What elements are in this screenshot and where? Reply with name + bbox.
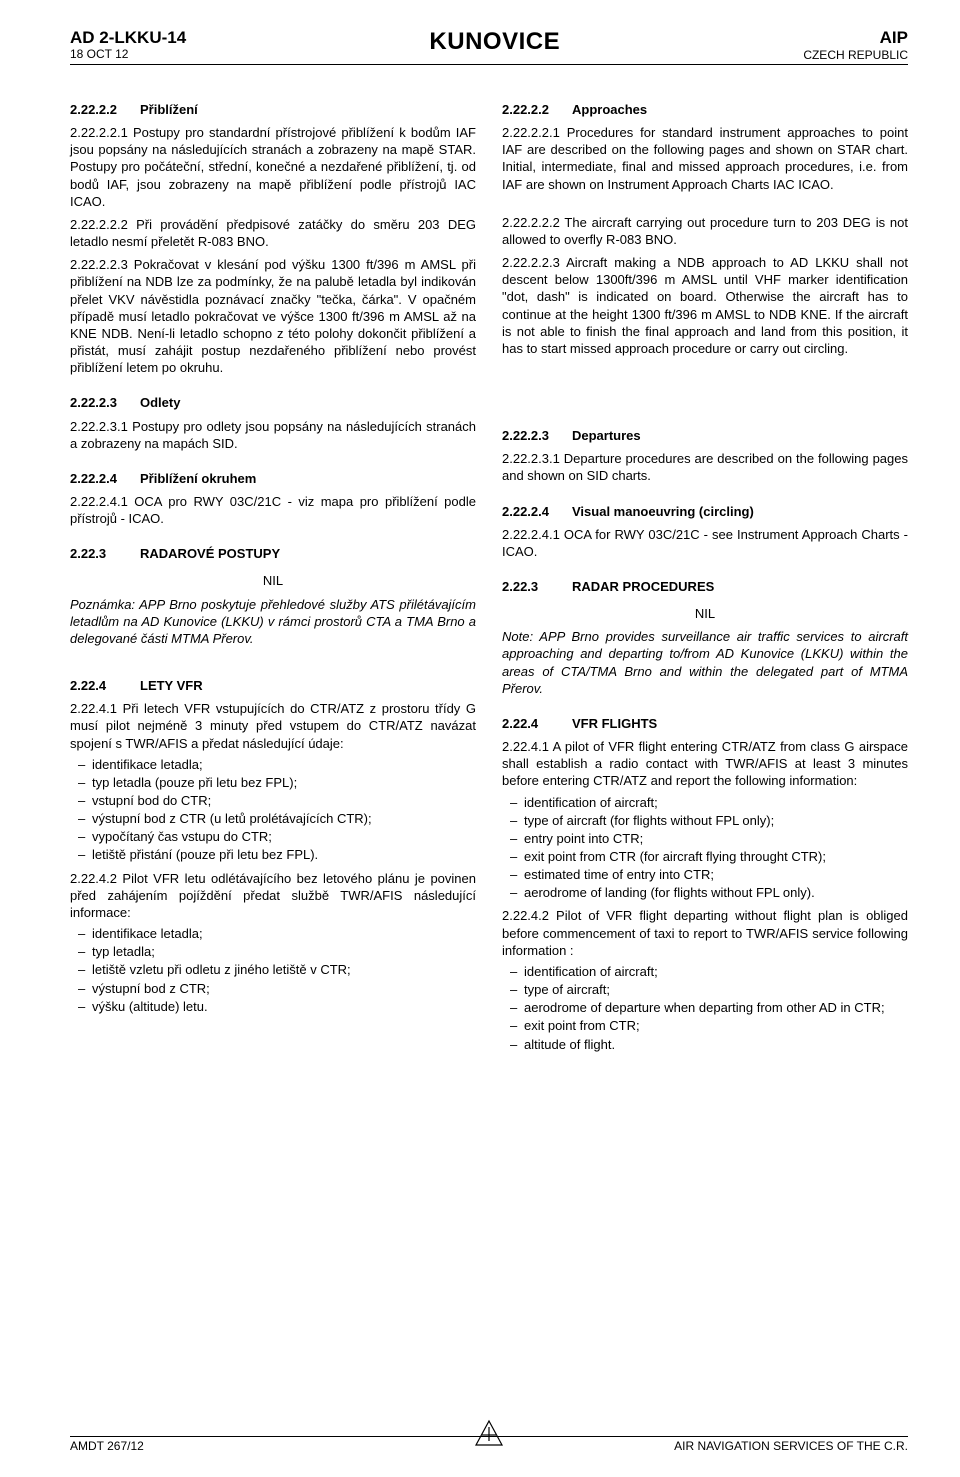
note-text: Note: APP Brno provides surveillance air… xyxy=(502,628,908,697)
body-columns: 2.22.2.2 Přiblížení 2.22.2.2.1 Postupy p… xyxy=(70,95,908,1054)
list-item: letiště vzletu při odletu z jiného letiš… xyxy=(70,961,476,978)
note-text: Poznámka: APP Brno poskytuje přehledové … xyxy=(70,596,476,647)
heading-title: Přiblížení okruhem xyxy=(140,470,476,487)
heading-departures-cz: 2.22.2.3 Odlety xyxy=(70,394,476,411)
page-footer: AMDT 267/12 AIR NAVIGATION SERVICES OF T… xyxy=(70,1436,908,1453)
list-item: identification of aircraft; xyxy=(502,963,908,980)
heading-title: Visual manoeuvring (circling) xyxy=(572,503,908,520)
heading-num: 2.22.2.4 xyxy=(70,470,140,487)
header-right: AIP CZECH REPUBLIC xyxy=(803,28,908,62)
para: 2.22.4.2 Pilot of VFR flight departing w… xyxy=(502,907,908,958)
page-header: AD 2-LKKU-14 18 OCT 12 KUNOVICE AIP CZEC… xyxy=(70,28,908,65)
list-vfr-entry-cz: identifikace letadla; typ letadla (pouze… xyxy=(70,756,476,864)
list-item: identifikace letadla; xyxy=(70,756,476,773)
list-item: typ letadla; xyxy=(70,943,476,960)
heading-circling-en: 2.22.2.4 Visual manoeuvring (circling) xyxy=(502,503,908,520)
para: 2.22.4.1 A pilot of VFR flight entering … xyxy=(502,738,908,789)
column-left: 2.22.2.2 Přiblížení 2.22.2.2.1 Postupy p… xyxy=(70,95,476,1054)
heading-title: Odlety xyxy=(140,394,476,411)
nil-text: NIL xyxy=(70,572,476,589)
heading-vfr-en: 2.22.4 VFR FLIGHTS xyxy=(502,715,908,732)
heading-title: Přiblížení xyxy=(140,101,476,118)
heading-approaches-en: 2.22.2.2 Approaches xyxy=(502,101,908,118)
heading-title: Departures xyxy=(572,427,908,444)
header-date: 18 OCT 12 xyxy=(70,48,186,61)
list-item: vstupní bod do CTR; xyxy=(70,792,476,809)
list-item: type of aircraft; xyxy=(502,981,908,998)
list-item: estimated time of entry into CTR; xyxy=(502,866,908,883)
heading-title: VFR FLIGHTS xyxy=(572,715,908,732)
column-right: 2.22.2.2 Approaches 2.22.2.2.1 Procedure… xyxy=(502,95,908,1054)
list-item: entry point into CTR; xyxy=(502,830,908,847)
para: 2.22.2.2.2 The aircraft carrying out pro… xyxy=(502,214,908,248)
list-item: aerodrome of landing (for flights withou… xyxy=(502,884,908,901)
heading-approaches-cz: 2.22.2.2 Přiblížení xyxy=(70,101,476,118)
list-vfr-entry-en: identification of aircraft; type of airc… xyxy=(502,794,908,902)
header-title: KUNOVICE xyxy=(186,28,803,56)
para: 2.22.2.2.1 Postupy pro standardní přístr… xyxy=(70,124,476,210)
list-item: altitude of flight. xyxy=(502,1036,908,1053)
para: 2.22.2.3.1 Postupy pro odlety jsou popsá… xyxy=(70,418,476,452)
list-item: výstupní bod z CTR; xyxy=(70,980,476,997)
list-item: letiště přistání (pouze při letu bez FPL… xyxy=(70,846,476,863)
list-item: identifikace letadla; xyxy=(70,925,476,942)
list-item: aerodrome of departure when departing fr… xyxy=(502,999,908,1016)
heading-radar-cz: 2.22.3 RADAROVÉ POSTUPY xyxy=(70,545,476,562)
heading-circling-cz: 2.22.2.4 Přiblížení okruhem xyxy=(70,470,476,487)
list-item: typ letadla (pouze při letu bez FPL); xyxy=(70,774,476,791)
heading-num: 2.22.4 xyxy=(70,677,140,694)
list-item: vypočítaný čas vstupu do CTR; xyxy=(70,828,476,845)
list-vfr-dep-en: identification of aircraft; type of airc… xyxy=(502,963,908,1053)
list-vfr-dep-cz: identifikace letadla; typ letadla; letiš… xyxy=(70,925,476,1015)
heading-num: 2.22.4 xyxy=(502,715,572,732)
para: 2.22.2.3.1 Departure procedures are desc… xyxy=(502,450,908,484)
heading-title: LETY VFR xyxy=(140,677,476,694)
para: 2.22.2.2.3 Pokračovat v klesání pod výšk… xyxy=(70,256,476,376)
list-item: exit point from CTR; xyxy=(502,1017,908,1034)
para: 2.22.2.4.1 OCA pro RWY 03C/21C - viz map… xyxy=(70,493,476,527)
heading-title: RADAROVÉ POSTUPY xyxy=(140,545,476,562)
list-item: výstupní bod z CTR (u letů prolétávající… xyxy=(70,810,476,827)
para: 2.22.2.2.1 Procedures for standard instr… xyxy=(502,124,908,193)
heading-num: 2.22.2.3 xyxy=(502,427,572,444)
heading-title: RADAR PROCEDURES xyxy=(572,578,908,595)
heading-title: Approaches xyxy=(572,101,908,118)
para: 2.22.2.2.3 Aircraft making a NDB approac… xyxy=(502,254,908,357)
heading-num: 2.22.3 xyxy=(70,545,140,562)
list-item: identification of aircraft; xyxy=(502,794,908,811)
heading-departures-en: 2.22.2.3 Departures xyxy=(502,427,908,444)
header-center: KUNOVICE xyxy=(186,28,803,56)
heading-num: 2.22.2.2 xyxy=(70,101,140,118)
list-item: type of aircraft (for flights without FP… xyxy=(502,812,908,829)
para: 2.22.2.4.1 OCA for RWY 03C/21C - see Ins… xyxy=(502,526,908,560)
header-doc-id: AD 2-LKKU-14 xyxy=(70,28,186,48)
para: 2.22.2.2.2 Při provádění předpisové zatá… xyxy=(70,216,476,250)
heading-num: 2.22.3 xyxy=(502,578,572,595)
list-item: exit point from CTR (for aircraft flying… xyxy=(502,848,908,865)
para: 2.22.4.1 Při letech VFR vstupujících do … xyxy=(70,700,476,751)
para: 2.22.4.2 Pilot VFR letu odlétávajícího b… xyxy=(70,870,476,921)
page: AD 2-LKKU-14 18 OCT 12 KUNOVICE AIP CZEC… xyxy=(0,0,960,1477)
heading-num: 2.22.2.3 xyxy=(70,394,140,411)
heading-num: 2.22.2.4 xyxy=(502,503,572,520)
nil-text: NIL xyxy=(502,605,908,622)
header-country: CZECH REPUBLIC xyxy=(803,48,908,62)
heading-radar-en: 2.22.3 RADAR PROCEDURES xyxy=(502,578,908,595)
list-item: výšku (altitude) letu. xyxy=(70,998,476,1015)
header-aip: AIP xyxy=(803,28,908,48)
header-left: AD 2-LKKU-14 18 OCT 12 xyxy=(70,28,186,61)
footer-left: AMDT 267/12 xyxy=(70,1439,144,1453)
footer-logo-icon xyxy=(472,1419,506,1452)
heading-num: 2.22.2.2 xyxy=(502,101,572,118)
heading-vfr-cz: 2.22.4 LETY VFR xyxy=(70,677,476,694)
footer-right: AIR NAVIGATION SERVICES OF THE C.R. xyxy=(674,1439,908,1453)
